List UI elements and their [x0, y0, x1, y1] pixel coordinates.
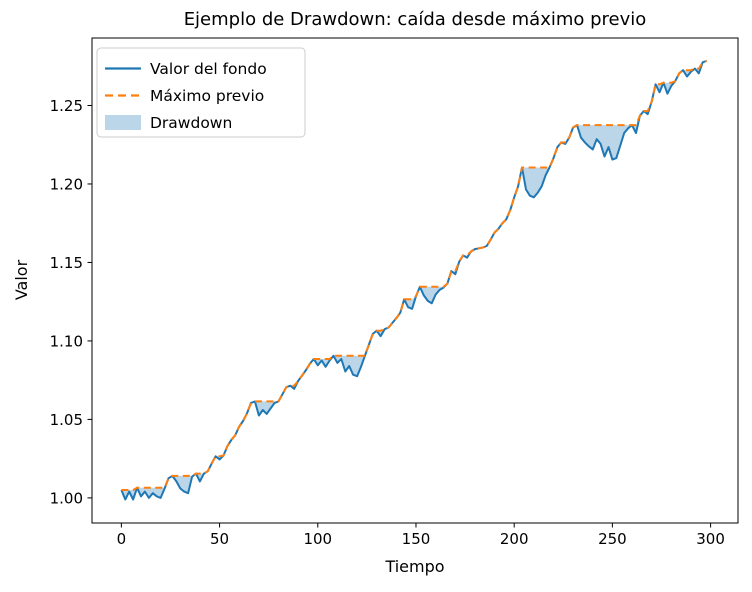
x-tick-label: 150: [402, 530, 431, 548]
y-tick-label: 1.00: [50, 489, 83, 507]
y-axis-label: Valor: [12, 259, 31, 300]
legend-patch-sample: [105, 115, 141, 130]
legend-label-valor: Valor del fondo: [150, 60, 267, 78]
y-tick-label: 1.20: [50, 175, 83, 193]
legend-item-maximo: Máximo previo: [105, 87, 264, 105]
y-tick-label: 1.10: [50, 332, 83, 350]
x-tick-label: 100: [303, 530, 332, 548]
y-tick-label: 1.15: [50, 254, 83, 272]
chart-title: Ejemplo de Drawdown: caída desde máximo …: [184, 9, 647, 30]
y-tick-label: 1.05: [50, 411, 83, 429]
x-tick-label: 50: [210, 530, 229, 548]
legend-item-drawdown: Drawdown: [105, 114, 232, 132]
x-tick-label: 250: [598, 530, 627, 548]
legend: Valor del fondo Máximo previo Drawdown: [96, 47, 306, 138]
legend-label-maximo: Máximo previo: [150, 87, 264, 105]
legend-label-drawdown: Drawdown: [150, 114, 232, 132]
series-line-valor: [120, 59, 708, 501]
plot-area: 0 50 100 150 200 250 300 1.00 1.05 1.10 1.15 1.20 1.…: [50, 37, 739, 548]
x-axis-label: Tiempo: [384, 557, 444, 576]
plot-frame: [91, 37, 739, 524]
x-tick-label: 0: [117, 530, 127, 548]
y-tick-label: 1.25: [50, 97, 83, 115]
legend-item-valor: Valor del fondo: [105, 60, 267, 78]
series-line-maximo: [121, 59, 708, 491]
legend-box: [96, 47, 306, 138]
x-tick-label: 300: [696, 530, 725, 548]
x-tick-label: 200: [500, 530, 529, 548]
